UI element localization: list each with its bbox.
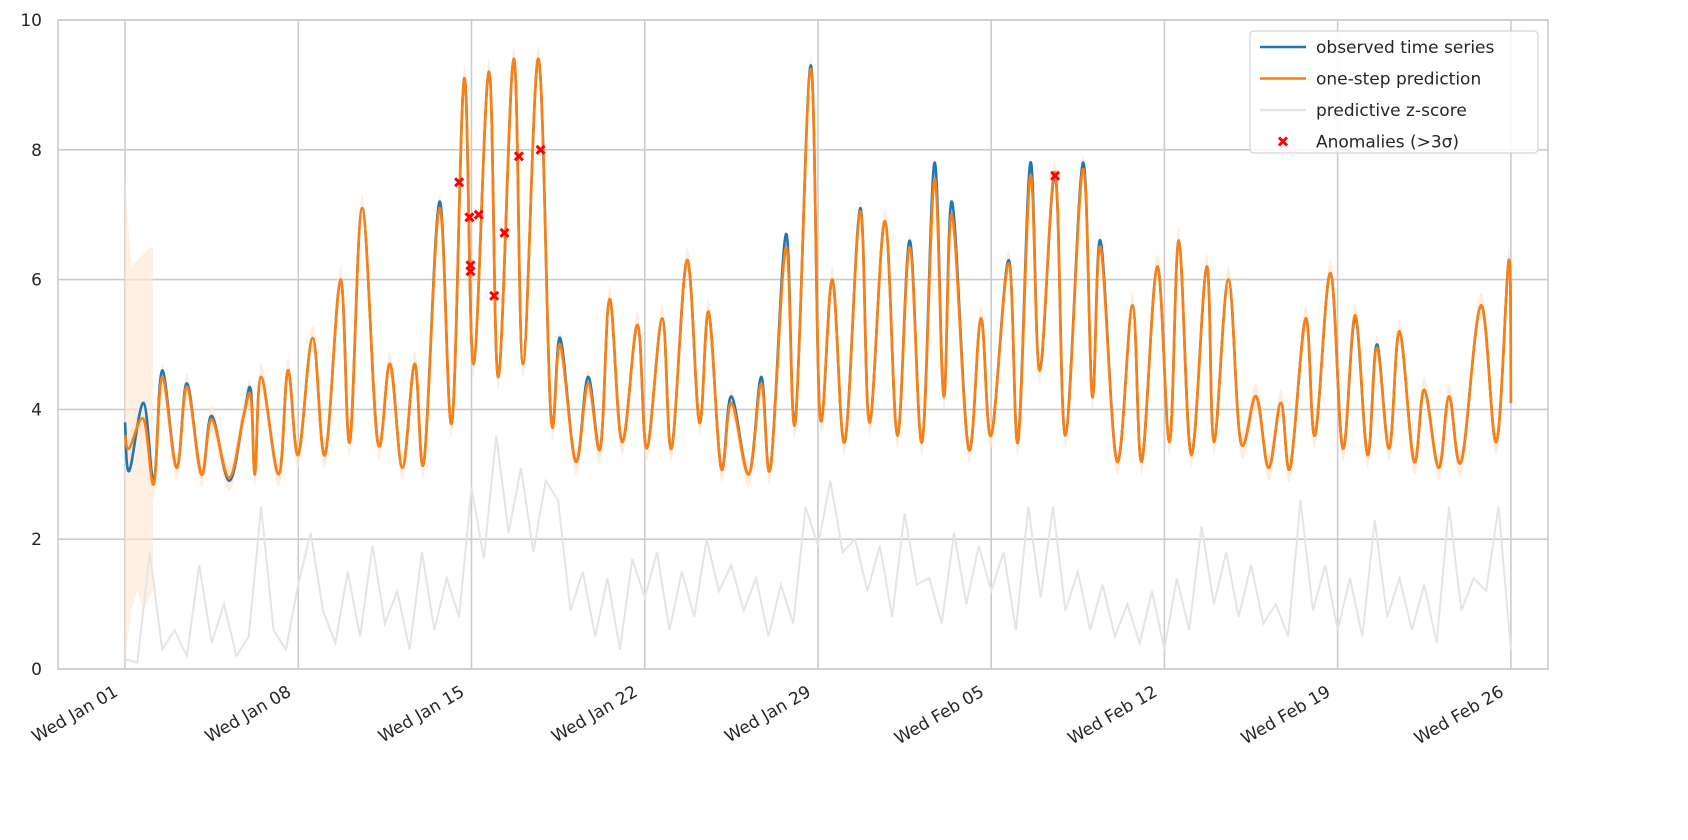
x-tick-label: Wed Jan 01 [29,682,122,747]
y-tick-label: 0 [31,660,42,680]
x-tick-label: Wed Jan 08 [202,682,295,747]
y-axis: 0 2 4 6 8 10 [20,11,42,680]
zscore-series [124,435,1512,664]
legend-box [1249,30,1539,154]
legend-label: one-step prediction [1316,70,1481,90]
anomaly-marker [473,209,484,220]
anomaly-marker [1050,170,1061,181]
y-tick-label: 2 [31,530,42,550]
anomaly-marker [454,177,465,188]
legend-label: predictive z-score [1316,101,1467,121]
plot-frame [57,19,1549,670]
y-tick-label: 8 [31,141,42,161]
x-tick-label: Wed Jan 15 [375,682,468,747]
legend: observed time series one-step prediction p… [1249,30,1539,154]
y-tick-label: 10 [20,11,42,31]
x-tick-label: Wed Feb 19 [1238,682,1334,749]
prediction-series-line [123,57,1513,486]
x-tick-label: Wed Jan 29 [722,682,815,747]
anomaly-markers [454,144,1061,301]
anomaly-marker [465,266,476,277]
x-axis: Wed Jan 01 Wed Jan 08 Wed Jan 15 Wed Jan 22… [29,682,1508,749]
anomaly-marker [513,151,524,162]
anomaly-marker [489,290,500,301]
series-lines [123,57,1513,486]
x-tick-label: Wed Feb 12 [1065,682,1161,749]
x-tick-label: Wed Feb 05 [891,682,987,749]
legend-label: observed time series [1316,38,1495,58]
y-tick-label: 4 [31,400,42,420]
anomaly-marker [499,227,510,238]
anomaly-marker [464,212,475,223]
legend-label: Anomalies (>3σ) [1316,133,1459,153]
y-tick-label: 6 [31,271,42,291]
legend-anomaly-marker [1277,136,1289,147]
x-tick-label: Wed Feb 26 [1411,682,1507,749]
anomaly-marker [535,144,546,155]
x-tick-label: Wed Jan 22 [548,682,641,747]
zscore-line [124,435,1512,664]
